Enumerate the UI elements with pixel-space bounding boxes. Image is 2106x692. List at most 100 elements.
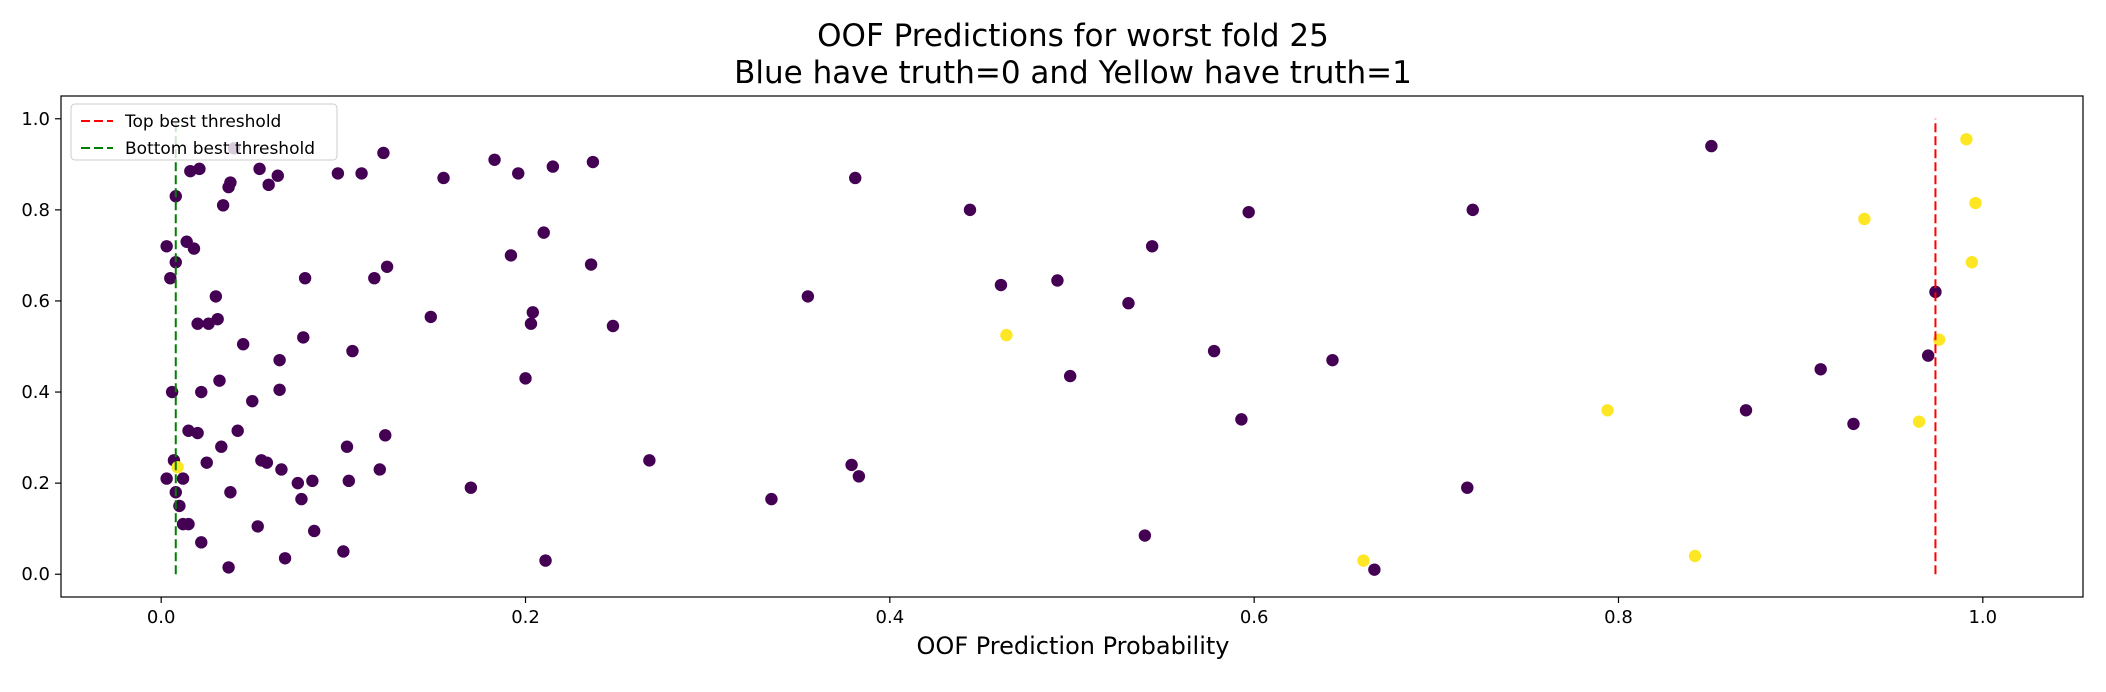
x-axis-label: OOF Prediction Probability (917, 632, 1230, 660)
data-point-truth-0 (211, 312, 224, 326)
data-point-truth-0 (346, 344, 359, 358)
data-point-truth-0 (546, 160, 560, 173)
data-point-truth-0 (963, 203, 977, 217)
data-point-truth-0 (340, 440, 354, 453)
data-point-truth-0 (253, 162, 266, 176)
data-point-truth-0 (271, 169, 284, 182)
data-point-truth-0 (331, 167, 345, 180)
axes-frame (60, 95, 2084, 598)
data-point-truth-0 (176, 472, 190, 485)
data-point-truth-0 (260, 456, 274, 469)
data-point-truth-0 (1207, 344, 1221, 358)
x-tick-label: 0.4 (876, 607, 905, 628)
x-tick-label: 1.0 (1968, 607, 1997, 628)
data-point-truth-0 (213, 374, 226, 387)
data-point-truth-0 (1242, 205, 1255, 219)
data-point-truth-0 (464, 481, 478, 494)
chart-title: OOF Predictions for worst fold 25 (817, 18, 1329, 54)
data-point-truth-0 (1063, 369, 1077, 383)
data-point-truth-0 (1466, 203, 1479, 217)
data-point-truth-1 (1960, 133, 1973, 146)
x-tick-label: 0.8 (1604, 607, 1633, 628)
data-point-truth-0 (504, 249, 518, 262)
y-tick-label: 0.0 (21, 564, 50, 585)
data-point-truth-0 (1326, 353, 1339, 367)
data-point-truth-0 (275, 463, 288, 476)
data-point-truth-1 (171, 460, 184, 474)
data-point-truth-0 (355, 167, 368, 180)
data-point-truth-0 (342, 474, 356, 488)
data-point-truth-0 (182, 517, 195, 531)
data-point-truth-1 (1000, 328, 1013, 342)
data-point-truth-0 (193, 162, 206, 176)
data-point-truth-0 (1051, 274, 1064, 287)
data-point-truth-0 (1235, 413, 1248, 426)
plot-area: 0.0 0.2 0.4 0.6 0.8 1.0 0.0 0.2 0.4 0.6 0.8 1.0 (21, 95, 2084, 628)
data-point-truth-0 (994, 278, 1008, 292)
data-point-truth-0 (222, 561, 235, 574)
data-point-truth-0 (164, 271, 177, 285)
data-point-truth-1 (1601, 404, 1614, 417)
data-point-truth-0 (169, 256, 182, 269)
data-point-truth-0 (1368, 563, 1381, 576)
data-point-truth-0 (295, 492, 308, 506)
data-point-truth-0 (437, 171, 450, 185)
data-point-truth-0 (191, 317, 204, 330)
x-tick-label: 0.6 (1240, 607, 1269, 628)
data-point-truth-0 (251, 520, 264, 533)
data-point-truth-1 (1357, 554, 1370, 567)
data-point-truth-0 (373, 463, 386, 476)
legend-label-bottom-threshold: Bottom best threshold (125, 139, 315, 159)
y-tick-label: 0.4 (21, 382, 50, 403)
data-point-truth-0 (306, 474, 319, 488)
data-point-truth-0 (368, 271, 381, 285)
data-point-truth-0 (209, 290, 223, 303)
data-point-truth-0 (1145, 240, 1159, 253)
data-point-truth-0 (160, 240, 173, 253)
data-point-truth-0 (512, 167, 525, 180)
data-point-truth-1 (1912, 415, 1926, 428)
data-point-truth-0 (606, 319, 620, 333)
data-point-truth-0 (291, 476, 305, 490)
data-point-truth-0 (526, 306, 539, 319)
data-point-truth-1 (1969, 196, 1982, 210)
data-point-truth-0 (298, 271, 312, 285)
data-point-truth-0 (524, 317, 538, 330)
data-point-truth-0 (1739, 404, 1753, 417)
x-tick-label: 0.2 (511, 607, 540, 628)
data-point-truth-0 (224, 486, 237, 499)
data-point-truth-0 (586, 155, 600, 169)
data-point-truth-0 (224, 176, 237, 189)
data-point-truth-0 (380, 260, 394, 273)
data-point-truth-0 (1138, 529, 1152, 542)
data-point-truth-0 (849, 171, 862, 185)
data-point-truth-0 (643, 454, 656, 467)
data-point-truth-0 (308, 524, 321, 538)
data-point-truth-0 (539, 554, 552, 567)
data-point-truth-0 (236, 338, 250, 351)
x-tick-label: 0.0 (147, 607, 176, 628)
data-point-truth-0 (584, 258, 598, 271)
data-point-truth-0 (215, 440, 228, 453)
data-point-truth-0 (246, 394, 259, 408)
data-point-truth-0 (278, 552, 292, 565)
data-point-truth-0 (852, 470, 866, 483)
data-point-truth-0 (1705, 139, 1718, 153)
legend-label-top-threshold: Top best threshold (124, 112, 281, 132)
data-point-truth-0 (1929, 285, 1942, 299)
chart-subtitle: Blue have truth=0 and Yellow have truth=… (734, 55, 1412, 91)
data-point-truth-0 (187, 242, 201, 255)
data-point-truth-0 (488, 153, 501, 166)
legend: Top best threshold Bottom best threshold (70, 103, 338, 161)
data-point-truth-0 (195, 385, 208, 399)
data-point-truth-0 (195, 536, 208, 549)
data-point-truth-0 (519, 372, 532, 385)
data-point-truth-0 (801, 290, 815, 303)
y-tick-label: 0.8 (21, 200, 50, 221)
data-point-truth-1 (1858, 212, 1871, 226)
data-point-truth-0 (231, 424, 244, 437)
data-point-truth-0 (765, 492, 778, 506)
data-point-truth-0 (537, 226, 550, 239)
data-point-truth-0 (1461, 481, 1474, 494)
